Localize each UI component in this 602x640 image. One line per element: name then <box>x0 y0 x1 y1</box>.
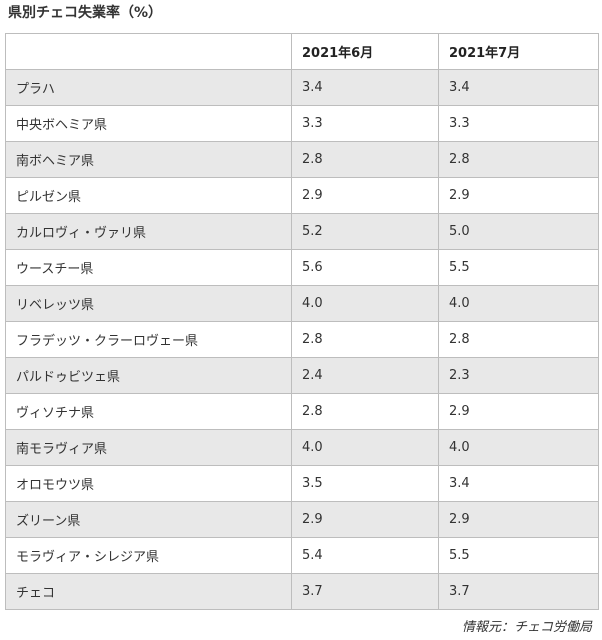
table-row: 南モラヴィア県 4.0 4.0 <box>5 429 599 466</box>
table-row: フラデッツ・クラーロヴェー県 2.8 2.8 <box>5 321 599 358</box>
july-value-cell: 3.3 <box>438 105 599 142</box>
region-cell: プラハ <box>5 69 292 106</box>
june-value-cell: 4.0 <box>291 285 439 322</box>
header-region <box>5 33 292 70</box>
july-value-cell: 3.7 <box>438 573 599 610</box>
source-note: 情報元：チェコ労働局 <box>461 620 592 635</box>
table-row: ウースチー県 5.6 5.5 <box>5 249 599 286</box>
table-row: チェコ 3.7 3.7 <box>5 573 599 610</box>
july-value-cell: 2.8 <box>438 321 599 358</box>
header-july-2021: 2021年7月 <box>438 33 599 70</box>
region-cell: モラヴィア・シレジア県 <box>5 537 292 574</box>
region-cell: カルロヴィ・ヴァリ県 <box>5 213 292 250</box>
region-cell: ウースチー県 <box>5 249 292 286</box>
table-row: リベレッツ県 4.0 4.0 <box>5 285 599 322</box>
region-cell: ヴィソチナ県 <box>5 393 292 430</box>
table-row: 南ボヘミア県 2.8 2.8 <box>5 141 599 178</box>
june-value-cell: 3.4 <box>291 69 439 106</box>
july-value-cell: 5.5 <box>438 249 599 286</box>
region-cell: ピルゼン県 <box>5 177 292 214</box>
july-value-cell: 2.3 <box>438 357 599 394</box>
july-value-cell: 2.9 <box>438 177 599 214</box>
table-row: プラハ 3.4 3.4 <box>5 69 599 106</box>
june-value-cell: 2.4 <box>291 357 439 394</box>
region-cell: 南モラヴィア県 <box>5 429 292 466</box>
june-value-cell: 2.8 <box>291 141 439 178</box>
june-value-cell: 2.8 <box>291 321 439 358</box>
table-header-row: 2021年6月 2021年7月 <box>5 33 599 70</box>
june-value-cell: 3.5 <box>291 465 439 502</box>
header-june-2021: 2021年6月 <box>291 33 439 70</box>
july-value-cell: 3.4 <box>438 465 599 502</box>
table-row: オロモウツ県 3.5 3.4 <box>5 465 599 502</box>
july-value-cell: 3.4 <box>438 69 599 106</box>
table-row: パルドゥビツェ県 2.4 2.3 <box>5 357 599 394</box>
region-cell: 中央ボヘミア県 <box>5 105 292 142</box>
region-cell: 南ボヘミア県 <box>5 141 292 178</box>
table-row: ヴィソチナ県 2.8 2.9 <box>5 393 599 430</box>
region-cell: パルドゥビツェ県 <box>5 357 292 394</box>
june-value-cell: 3.3 <box>291 105 439 142</box>
table-row: 中央ボヘミア県 3.3 3.3 <box>5 105 599 142</box>
region-cell: チェコ <box>5 573 292 610</box>
july-value-cell: 4.0 <box>438 429 599 466</box>
table-row: カルロヴィ・ヴァリ県 5.2 5.0 <box>5 213 599 250</box>
june-value-cell: 2.8 <box>291 393 439 430</box>
unemployment-table: 2021年6月 2021年7月 プラハ 3.4 3.4 中央ボヘミア県 3.3 3.3 南ボ… <box>5 33 599 610</box>
july-value-cell: 5.0 <box>438 213 599 250</box>
june-value-cell: 5.6 <box>291 249 439 286</box>
table-title: 県別チェコ失業率（%） <box>8 5 163 21</box>
region-cell: ズリーン県 <box>5 501 292 538</box>
region-cell: リベレッツ県 <box>5 285 292 322</box>
june-value-cell: 5.2 <box>291 213 439 250</box>
june-value-cell: 4.0 <box>291 429 439 466</box>
june-value-cell: 5.4 <box>291 537 439 574</box>
table-row: モラヴィア・シレジア県 5.4 5.5 <box>5 537 599 574</box>
july-value-cell: 2.9 <box>438 393 599 430</box>
region-cell: フラデッツ・クラーロヴェー県 <box>5 321 292 358</box>
june-value-cell: 3.7 <box>291 573 439 610</box>
july-value-cell: 4.0 <box>438 285 599 322</box>
table-row: ズリーン県 2.9 2.9 <box>5 501 599 538</box>
june-value-cell: 2.9 <box>291 177 439 214</box>
june-value-cell: 2.9 <box>291 501 439 538</box>
july-value-cell: 2.9 <box>438 501 599 538</box>
region-cell: オロモウツ県 <box>5 465 292 502</box>
table-row: ピルゼン県 2.9 2.9 <box>5 177 599 214</box>
july-value-cell: 2.8 <box>438 141 599 178</box>
july-value-cell: 5.5 <box>438 537 599 574</box>
